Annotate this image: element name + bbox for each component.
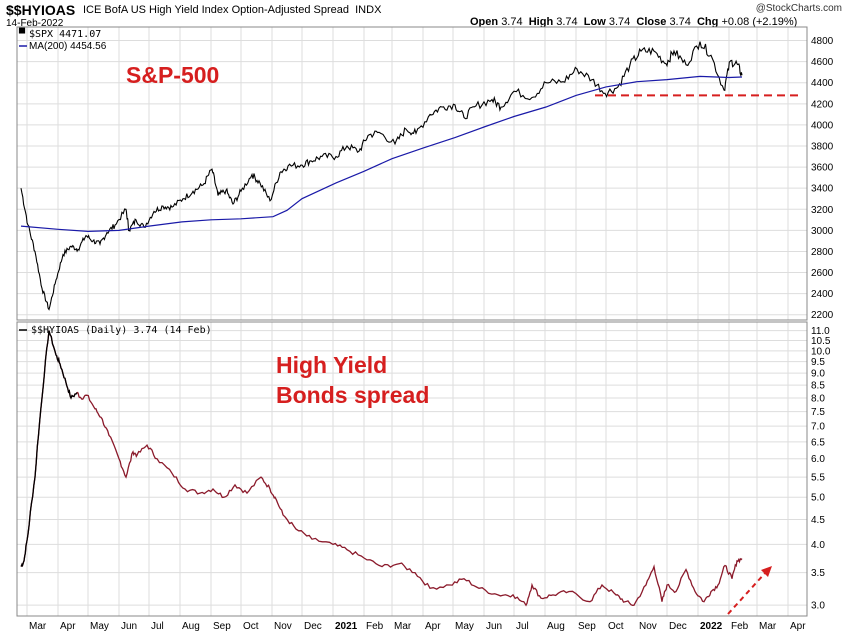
spread-panel-frame [16, 321, 808, 617]
spread-y-tick-label: 10.0 [811, 346, 831, 357]
x-tick-label: Mar [759, 621, 777, 632]
x-tick-label: Nov [639, 621, 657, 632]
spread-y-tick-label: 5.0 [811, 493, 825, 504]
high-value: 3.74 [556, 16, 578, 28]
spread-y-tick-label: 3.5 [811, 568, 825, 579]
spx-y-tick-label: 4200 [811, 99, 834, 110]
spread-y-tick-label: 4.5 [811, 515, 825, 526]
spx-legend-text: $SPX 4471.07 [29, 29, 101, 40]
x-tick-label: Oct [243, 621, 259, 632]
x-tick-label: Mar [394, 621, 412, 632]
spread-y-tick-label: 6.5 [811, 437, 825, 448]
ma200-line [20, 75, 743, 233]
spread-y-tick-label: 7.5 [811, 407, 825, 418]
spread-legend: $$HYIOAS (Daily) 3.74 (14 Feb) [19, 325, 212, 336]
spx-y-tick-label: 2800 [811, 247, 834, 258]
high-label: High [528, 16, 554, 28]
spx-y-tick-label: 3200 [811, 205, 834, 216]
x-tick-label: Aug [182, 621, 200, 632]
symbol-title: $$HYIOAS [6, 2, 76, 18]
spread-y-tick-label: 9.5 [811, 357, 825, 368]
low-label: Low [583, 16, 606, 28]
trend-arrow-line [727, 571, 767, 615]
spx-legend-marker: ▀ [18, 27, 26, 40]
x-tick-label: Mar [29, 621, 47, 632]
x-tick-label: May [455, 621, 474, 632]
spx-y-tick-label: 3000 [811, 226, 834, 237]
x-tick-label: Jul [151, 621, 164, 632]
spx-y-tick-label: 3400 [811, 184, 834, 195]
spx-y-tick-label: 4400 [811, 78, 834, 89]
spx-y-tick-label: 3800 [811, 142, 834, 153]
x-tick-label: Nov [274, 621, 292, 632]
trend-arrow-head [761, 566, 772, 577]
x-tick-label: Sep [578, 621, 596, 632]
x-tick-label: Feb [366, 621, 384, 632]
x-tick-label: Apr [790, 621, 806, 632]
tick-labels: Mar Apr May Jun Jul Aug Sep Oct Nov Dec 2021 Feb Mar… [29, 36, 834, 632]
x-tick-label: Dec [304, 621, 322, 632]
spread-annotation-line2: Bonds spread [276, 382, 429, 408]
x-tick-label: Jun [121, 621, 137, 632]
spread-y-tick-label: 8.0 [811, 393, 825, 404]
spx-y-tick-label: 4000 [811, 120, 834, 131]
stockcharts-watermark: @StockCharts.com [755, 3, 842, 14]
spx-legend: ▀ $SPX 4471.07 MA(200) 4454.56 [18, 27, 107, 52]
x-tick-label: Sep [213, 621, 231, 632]
spread-y-tick-label: 11.0 [811, 326, 830, 337]
close-value: 3.74 [669, 16, 691, 28]
x-tick-label: Dec [669, 621, 687, 632]
spread-y-tick-label: 6.0 [811, 454, 825, 465]
chg-label: Chg [696, 16, 719, 28]
spread-annotation-line1: High Yield [276, 352, 387, 378]
open-value: 3.74 [501, 16, 523, 28]
spx-y-tick-label: 4800 [811, 36, 834, 47]
x-tick-label: 2022 [700, 621, 723, 632]
spx-y-tick-label: 3600 [811, 163, 834, 174]
x-tick-label: May [90, 621, 109, 632]
spread-line-surge [20, 330, 78, 568]
symbol-description: ICE BofA US High Yield Index Option-Adju… [83, 4, 381, 16]
spx-y-tick-label: 2200 [811, 310, 834, 321]
chg-value: +0.08 (+2.19%) [721, 16, 798, 28]
spread-y-tick-label: 7.0 [811, 422, 825, 433]
close-label: Close [636, 16, 667, 28]
spx-y-tick-label: 2400 [811, 289, 834, 300]
spread-y-tick-label: 8.5 [811, 381, 825, 392]
spread-y-tick-label: 5.5 [811, 473, 825, 484]
spx-y-tick-label: 2600 [811, 268, 834, 279]
spx-annotation: S&P-500 [126, 62, 219, 88]
chart-date: 14-Feb-2022 [6, 18, 64, 29]
spread-legend-text: $$HYIOAS (Daily) 3.74 (14 Feb) [31, 325, 212, 336]
x-tick-label: Apr [425, 621, 441, 632]
spread-y-tick-label: 3.0 [811, 601, 825, 612]
spx-y-tick-label: 4600 [811, 57, 834, 68]
ohlc-summary: Open 3.74 High 3.74 Low 3.74 Close 3.74 … [470, 16, 797, 28]
x-tick-label: 2021 [335, 621, 358, 632]
x-tick-label: Aug [547, 621, 565, 632]
description-text: ICE BofA US High Yield Index Option-Adju… [83, 4, 349, 16]
x-tick-label: Jun [486, 621, 502, 632]
grid-lines [17, 27, 807, 616]
x-tick-label: Jul [516, 621, 529, 632]
x-tick-label: Oct [608, 621, 624, 632]
exchange-label: INDX [355, 4, 382, 16]
price-panel-frame [16, 26, 808, 321]
low-value: 3.74 [608, 16, 631, 28]
spread-y-tick-label: 4.0 [811, 540, 825, 551]
spread-line [20, 330, 743, 607]
ma-legend-text: MA(200) 4454.56 [29, 41, 107, 52]
spread-y-tick-label: 10.5 [811, 336, 831, 347]
x-tick-label: Feb [731, 621, 749, 632]
chart-marks [20, 41, 802, 615]
spread-y-tick-label: 9.0 [811, 369, 825, 380]
x-tick-label: Apr [60, 621, 76, 632]
open-label: Open [470, 16, 499, 28]
